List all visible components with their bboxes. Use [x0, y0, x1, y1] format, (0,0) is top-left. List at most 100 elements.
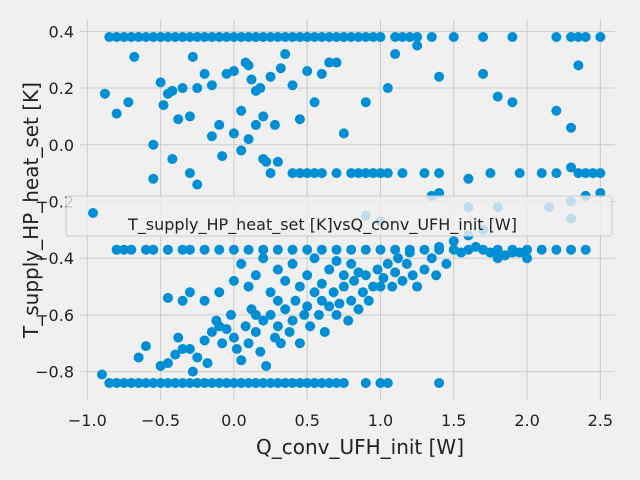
data-point [412, 40, 423, 51]
data-point [390, 267, 401, 278]
data-point [316, 244, 327, 255]
data-point [463, 173, 474, 184]
data-point [375, 32, 386, 43]
data-point [375, 377, 386, 388]
data-point [228, 244, 239, 255]
data-point [133, 377, 144, 388]
data-point [378, 273, 389, 284]
data-point [148, 244, 159, 255]
data-point [407, 270, 418, 281]
x-tick-labels: −1.0 −0.5 0.0 0.5 1.0 1.5 2.0 2.5 [68, 411, 613, 430]
data-point [478, 68, 489, 79]
data-point [255, 83, 266, 94]
data-point [338, 270, 349, 281]
data-point [353, 304, 364, 315]
data-point [217, 151, 228, 162]
data-point [199, 244, 210, 255]
data-point [353, 168, 364, 179]
data-point [338, 128, 349, 139]
data-point [316, 68, 327, 79]
data-point [167, 153, 178, 164]
legend-box [65, 195, 613, 237]
data-point [309, 377, 320, 388]
data-point [265, 377, 276, 388]
x-tick-label: 0.5 [294, 411, 319, 430]
data-point [431, 270, 442, 281]
data-point [258, 32, 269, 43]
data-point [206, 377, 217, 388]
data-point [250, 326, 261, 337]
data-point [343, 315, 354, 326]
data-point [173, 332, 184, 343]
data-point [573, 168, 584, 179]
data-point [118, 32, 129, 43]
data-point [331, 57, 342, 68]
data-point [123, 97, 134, 108]
data-point [177, 83, 188, 94]
data-point [536, 244, 547, 255]
data-point [177, 377, 188, 388]
data-point [426, 253, 437, 264]
data-point [595, 168, 606, 179]
data-point [346, 258, 357, 269]
data-point [111, 377, 122, 388]
data-point [199, 295, 210, 306]
data-point [368, 168, 379, 179]
data-point [566, 162, 577, 173]
data-point [328, 287, 339, 298]
data-point [126, 32, 137, 43]
data-point [184, 111, 195, 122]
data-point [434, 187, 445, 198]
data-point [434, 377, 445, 388]
data-point [434, 71, 445, 82]
data-point [236, 377, 247, 388]
data-point [287, 244, 298, 255]
data-point [522, 253, 533, 264]
data-point [192, 83, 203, 94]
data-point [478, 32, 489, 43]
data-point [214, 244, 225, 255]
legend: T_supply_HP_heat_set [K]vsQ_conv_UFH_ini… [65, 195, 613, 237]
x-tick-label: 0.0 [221, 411, 246, 430]
y-tick-label: −0.4 [35, 249, 74, 268]
data-point [294, 32, 305, 43]
data-point [269, 119, 280, 130]
data-point [225, 309, 236, 320]
data-point [331, 256, 342, 267]
data-point [184, 377, 195, 388]
data-point [382, 377, 393, 388]
data-point [236, 32, 247, 43]
data-point [390, 32, 401, 43]
data-point [299, 309, 310, 320]
data-point [265, 32, 276, 43]
data-point [492, 91, 503, 102]
data-point [294, 114, 305, 125]
data-point [551, 32, 562, 43]
data-point [382, 258, 393, 269]
data-point [192, 32, 203, 43]
data-point [192, 352, 203, 363]
data-point [243, 338, 254, 349]
data-point [507, 97, 518, 108]
data-point [275, 63, 286, 74]
data-point [104, 377, 115, 388]
data-point [309, 97, 320, 108]
data-point [158, 100, 169, 111]
x-tick-label: −0.5 [141, 411, 180, 430]
data-point [228, 377, 239, 388]
data-point [258, 244, 269, 255]
data-point [390, 244, 401, 255]
data-point [580, 244, 591, 255]
data-point [324, 57, 335, 68]
data-point [338, 281, 349, 292]
data-point [302, 32, 313, 43]
data-point [155, 77, 166, 88]
data-point [507, 32, 518, 43]
data-point [390, 49, 401, 60]
data-point [375, 281, 386, 292]
x-tick-label: 1.0 [368, 411, 393, 430]
legend-marker [88, 208, 98, 218]
data-point [99, 88, 110, 99]
data-point [265, 168, 276, 179]
